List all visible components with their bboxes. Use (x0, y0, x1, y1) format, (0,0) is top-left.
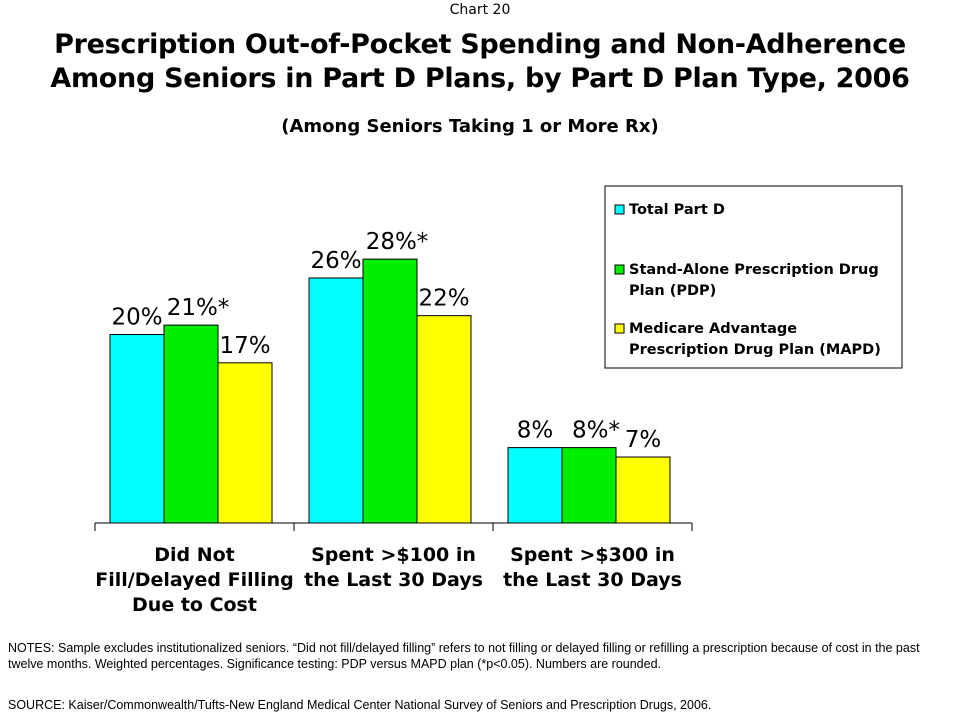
legend-label-3: Prescription Drug Plan (MAPD) (629, 342, 881, 358)
chart-title: Prescription Out-of-Pocket Spending and … (0, 28, 960, 96)
chart-number: Chart 20 (449, 2, 511, 18)
bar-2-3 (416, 315, 472, 524)
legend-label-3: Medicare Advantage (629, 321, 797, 337)
bar-1-3 (217, 362, 273, 524)
data-label-3-1: 8% (517, 418, 554, 444)
data-label-1-2: 21%* (167, 295, 230, 321)
bar-3-1 (507, 447, 563, 524)
bar-3-3 (615, 456, 671, 524)
bar-1-2 (163, 324, 219, 524)
legend-swatch-2 (614, 264, 625, 275)
chart-source: SOURCE: Kaiser/Commonwealth/Tufts-New En… (8, 698, 712, 712)
bar-3-2 (561, 447, 617, 524)
legend-label-2: Stand-Alone Prescription Drug (629, 262, 879, 278)
category-label-2: the Last 30 Days (304, 569, 483, 591)
data-label-3-3: 7% (625, 427, 662, 453)
chart-subtitle: (Among Seniors Taking 1 or More Rx) (281, 116, 659, 137)
bar-2-2 (362, 258, 418, 524)
data-label-1-1: 20% (111, 305, 162, 331)
category-label-3: the Last 30 Days (503, 569, 682, 591)
category-label-2: Spent >$100 in (311, 544, 476, 566)
legend-box (604, 185, 903, 369)
chart-notes: NOTES: Sample excludes institutionalized… (8, 641, 920, 671)
category-label-1: Did Not (154, 544, 235, 566)
legend-label-1: Total Part D (629, 202, 725, 218)
category-label-3: Spent >$300 in (510, 544, 675, 566)
legend-swatch-3 (614, 323, 625, 334)
chart-title-line-2: Among Seniors in Part D Plans, by Part D… (50, 63, 910, 94)
data-label-2-3: 22% (418, 286, 469, 312)
chart-title-line-1: Prescription Out-of-Pocket Spending and … (54, 29, 906, 60)
data-label-3-2: 8%* (572, 418, 620, 444)
category-label-1: Due to Cost (132, 594, 257, 616)
bar-1-1 (109, 334, 165, 524)
data-label-1-3: 17% (219, 333, 270, 359)
data-label-2-2: 28%* (366, 229, 429, 255)
legend-swatch-1 (614, 204, 625, 215)
bar-2-1 (308, 277, 364, 524)
legend-label-2: Plan (PDP) (629, 283, 716, 299)
data-label-2-1: 26% (310, 248, 361, 274)
category-label-1: Fill/Delayed Filling (95, 569, 294, 591)
bar-chart: 20% 26% 8% 21%* 28%* 8%* 17% 22% 7% Did Not Fill/D… (94, 185, 903, 616)
